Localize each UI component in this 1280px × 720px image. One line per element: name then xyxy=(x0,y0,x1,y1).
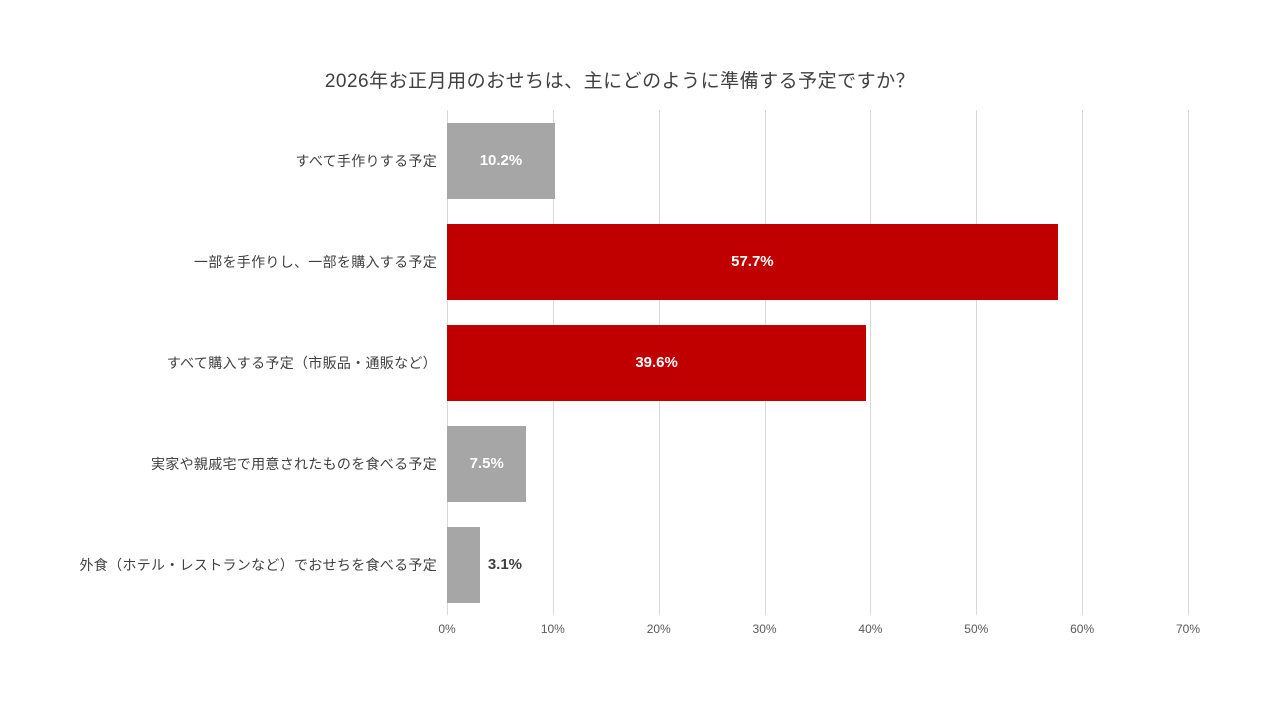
bar xyxy=(447,526,480,603)
x-tick-label: 70% xyxy=(1175,622,1201,636)
value-label: 39.6% xyxy=(635,354,678,371)
chart-row: すべて購入する予定（市販品・通販など） 39.6% xyxy=(0,312,1280,413)
bar: 39.6% xyxy=(447,324,867,401)
value-label: 10.2% xyxy=(479,152,523,169)
x-tick-label: 0% xyxy=(438,622,456,636)
chart-row: すべて手作りする予定 10.2% xyxy=(0,110,1280,211)
gridline-60 xyxy=(1082,110,1084,615)
chart-row: 一部を手作りし、一部を購入する予定 57.7% xyxy=(0,211,1280,312)
category-label: 外食（ホテル・レストランなど）でおせちを食べる予定 xyxy=(79,556,437,573)
bar: 57.7% xyxy=(447,223,1058,300)
x-tick-label: 50% xyxy=(964,622,989,636)
gridline-40 xyxy=(870,110,872,615)
value-label: 3.1% xyxy=(487,556,523,573)
category-label: すべて手作りする予定 xyxy=(295,152,437,169)
bar-area: 7.5% xyxy=(447,413,1188,514)
bar-area: 39.6% xyxy=(447,312,1188,413)
bar: 10.2% xyxy=(447,122,555,199)
gridline-70 xyxy=(1188,110,1189,615)
x-tick-label: 30% xyxy=(752,622,777,636)
gridline-50 xyxy=(976,110,978,615)
category-label: 実家や親戚宅で用意されたものを食べる予定 xyxy=(151,455,437,472)
value-label: 7.5% xyxy=(469,455,504,472)
bar-area: 3.1% xyxy=(447,514,1188,615)
x-tick-label: 60% xyxy=(1070,622,1095,636)
chart-rows: すべて手作りする予定 10.2% 一部を手作りし、一部を購入する予定 57.7% すべて… xyxy=(0,110,1280,615)
chart-row: 外食（ホテル・レストランなど）でおせちを食べる予定 3.1% xyxy=(0,514,1280,615)
bar-area: 57.7% xyxy=(447,211,1188,312)
x-tick-label: 10% xyxy=(540,622,565,636)
x-tick-label: 20% xyxy=(646,622,671,636)
bar-area: 10.2% xyxy=(447,110,1188,211)
chart-row: 実家や親戚宅で用意されたものを食べる予定 7.5% xyxy=(0,413,1280,514)
x-axis: 0% 10% 20% 30% 40% 50% 60% 70% xyxy=(438,622,1200,638)
category-label: 一部を手作りし、一部を購入する予定 xyxy=(193,253,437,270)
bar: 7.5% xyxy=(447,425,527,502)
chart-title: 2026年お正月用のおせちは、主にどのように準備する予定ですか？ xyxy=(324,71,916,92)
category-label: すべて購入する予定（市販品・通販など） xyxy=(166,354,437,371)
value-label: 57.7% xyxy=(731,253,774,270)
x-tick-label: 40% xyxy=(858,622,883,636)
